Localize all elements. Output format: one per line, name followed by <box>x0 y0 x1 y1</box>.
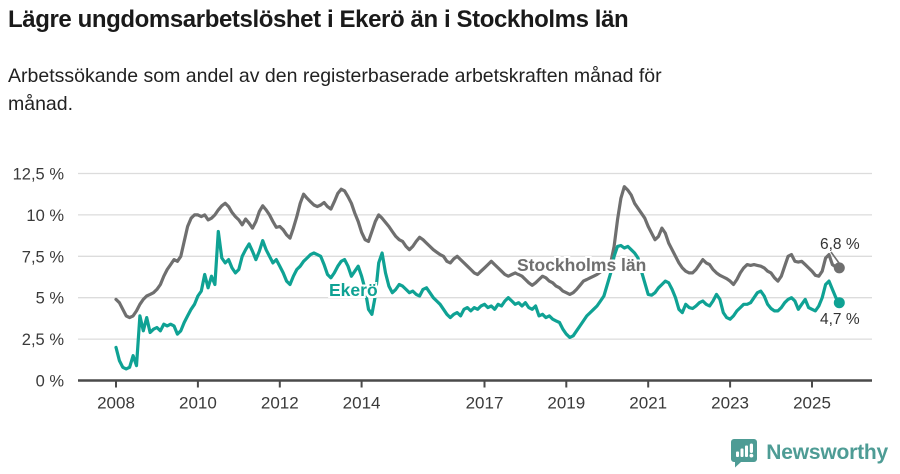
series-line-stockholms-l-n <box>114 185 841 320</box>
end-label-leader <box>830 251 840 264</box>
y-tick-label: 7,5 % <box>22 248 65 266</box>
x-tick-label: 2025 <box>793 394 831 413</box>
end-value-ekero: 4,7 % <box>820 311 860 328</box>
x-tick-label: 2014 <box>343 394 381 413</box>
x-tick-label: 2010 <box>179 394 217 413</box>
logo-bar-icon <box>736 451 740 457</box>
newsworthy-wordmark: Newsworthy <box>766 441 888 464</box>
series-line-eker <box>114 229 841 371</box>
logo-bar-icon <box>745 445 749 457</box>
end-dot-stockholms-l-n <box>833 262 845 274</box>
x-tick-label: 2008 <box>97 394 135 413</box>
logo-exclamation-dot-icon <box>749 453 754 458</box>
y-tick-label: 2,5 % <box>22 331 65 349</box>
x-tick-label: 2023 <box>711 394 749 413</box>
logo-exclamation-icon <box>750 443 754 453</box>
x-tick-label: 2017 <box>466 394 504 413</box>
y-tick-label: 0 % <box>36 373 65 391</box>
newsworthy-logo-icon <box>731 439 758 468</box>
series-label-ekero: Ekerö <box>329 280 378 300</box>
x-tick-label: 2019 <box>547 394 585 413</box>
y-tick-label: 10 % <box>26 207 64 225</box>
chart-subtitle: Arbetssökande som andel av den registerb… <box>8 65 662 115</box>
y-tick-label: 12,5 % <box>13 166 65 184</box>
x-tick-label: 2012 <box>261 394 299 413</box>
end-dot-eker <box>833 297 845 309</box>
x-tick-label: 2021 <box>629 394 667 413</box>
end-value-stockholms-lan: 6,8 % <box>820 236 860 253</box>
chart-title: Lägre ungdomsarbetslöshet i Ekerö än i S… <box>8 6 629 33</box>
newsworthy-logo: Newsworthy <box>730 438 888 468</box>
y-tick-label: 5 % <box>36 290 65 308</box>
series-label-stockholms-lan: Stockholms län <box>517 255 647 275</box>
logo-bar-icon <box>740 448 744 457</box>
